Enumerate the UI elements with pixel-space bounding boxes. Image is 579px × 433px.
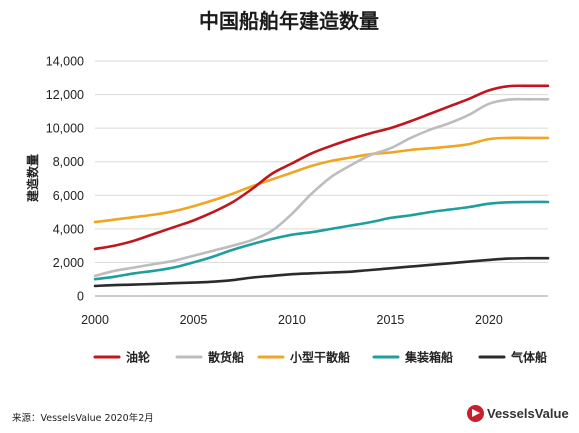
brand-logo: VesselsValue — [467, 405, 569, 422]
legend-label: 散货船 — [208, 350, 244, 365]
y-tick-label: 0 — [77, 290, 84, 304]
y-tick-label: 2,000 — [53, 256, 84, 270]
y-axis-ticks: 0 2,000 4,000 6,000 8,000 10,000 12,000 14,000 — [46, 55, 84, 304]
series-lines — [93, 84, 550, 288]
y-tick-label: 12,000 — [46, 88, 84, 102]
vesselsvalue-logo-icon — [467, 405, 484, 422]
legend-label: 小型干散船 — [290, 350, 350, 365]
y-axis-label: 建造数量 — [25, 154, 40, 203]
legend-label: 油轮 — [126, 350, 151, 365]
legend-label: 集装箱船 — [404, 350, 453, 365]
legend-label: 气体船 — [510, 350, 547, 365]
brand-name: VesselsValue — [487, 406, 569, 421]
source-note: 来源：VesselsValue 2020年2月 — [12, 413, 154, 424]
series-line — [93, 256, 550, 288]
x-axis-ticks: 2000 2005 2010 2015 2020 — [81, 313, 503, 327]
y-tick-label: 10,000 — [46, 122, 84, 136]
chart-title: 中国船舶年建造数量 — [199, 9, 379, 33]
series-line — [93, 84, 550, 251]
y-tick-label: 6,000 — [53, 189, 84, 203]
series-line — [93, 136, 550, 224]
series-line — [93, 200, 550, 281]
x-tick-label: 2020 — [475, 313, 503, 327]
y-tick-label: 14,000 — [46, 55, 84, 69]
x-tick-label: 2015 — [377, 313, 405, 327]
y-tick-label: 4,000 — [53, 222, 84, 236]
x-tick-label: 2000 — [81, 313, 109, 327]
series-line — [93, 97, 550, 278]
legend: 油轮 散货船 小型干散船 集装箱船 气体船 — [93, 350, 547, 365]
x-tick-label: 2010 — [278, 313, 306, 327]
x-tick-label: 2005 — [180, 313, 208, 327]
y-tick-label: 8,000 — [53, 155, 84, 169]
